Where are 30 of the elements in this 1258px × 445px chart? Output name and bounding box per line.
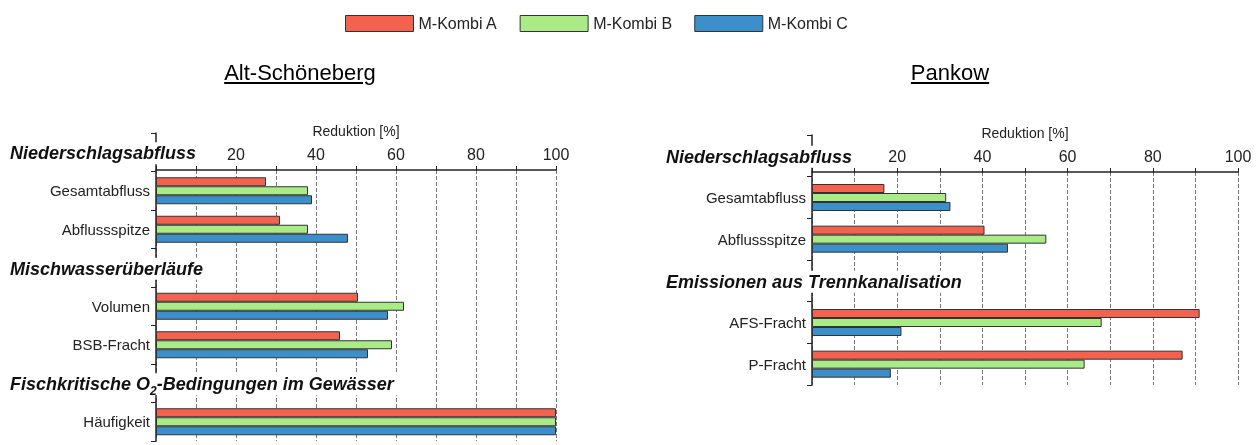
y-tick-label: Häufigkeit (83, 413, 151, 431)
x-tick-label: 20 (888, 147, 907, 165)
y-tick-label: Mischwasserüberläufe (10, 258, 204, 279)
y-tick-label: Gesamtabfluss (49, 182, 150, 200)
y-tick-label: Niederschlagsabfluss (666, 146, 853, 167)
x-tick-label: 20 (227, 145, 245, 163)
x-tick-label: 60 (1058, 147, 1077, 165)
y-tick-label: Gesamtabfluss (705, 189, 806, 206)
x-tick-label: 100 (1224, 147, 1252, 165)
chart-title: Pankow (910, 60, 990, 86)
chart-title: Alt-Schöneberg (224, 60, 376, 86)
x-axis-title: Reduktion [%] (981, 125, 1069, 141)
y-tick-label: Volumen (91, 297, 150, 315)
y-tick-label: Emissionen aus Trennkanalisation (666, 271, 962, 292)
y-tick-label: AFS-Fracht (729, 314, 807, 331)
y-tick-label: Abflussspitze (61, 220, 150, 238)
legend-label: M-Kombi C (767, 15, 848, 32)
x-tick-label: 60 (387, 145, 405, 163)
x-tick-label: 40 (307, 145, 325, 163)
x-tick-label: 100 (542, 145, 570, 163)
legend-label: M-Kombi A (418, 15, 498, 32)
x-tick-label: 80 (467, 145, 485, 163)
y-tick-label: Niederschlagsabfluss (10, 143, 197, 164)
x-tick-label: 40 (973, 147, 992, 165)
legend-label: M-Kombi B (593, 15, 673, 32)
y-tick-label: Abflussspitze (717, 230, 806, 248)
x-axis-title: Reduktion [%] (312, 123, 400, 139)
x-tick-label: 80 (1143, 147, 1162, 165)
y-tick-label: P-Fracht (748, 355, 807, 373)
y-tick-label: BSB-Fracht (72, 336, 151, 354)
